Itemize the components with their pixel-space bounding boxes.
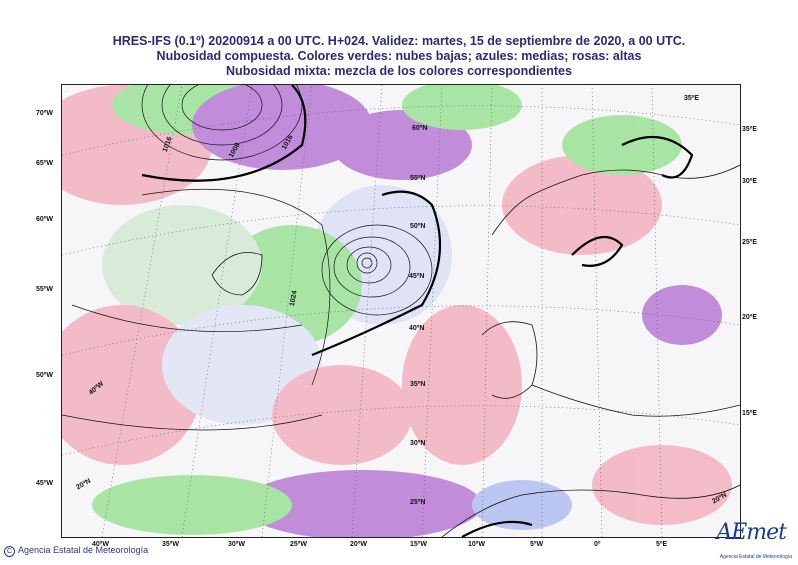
right-label: 35ºE [742, 126, 758, 133]
right-label: 25ºE [742, 239, 758, 246]
inner-lat-label: 40ºN [409, 325, 425, 332]
inner-misc-label: 35ºE [684, 95, 700, 102]
inner-lat-label: 45ºN [409, 273, 425, 280]
copyright-icon: C [4, 546, 15, 557]
inner-lat-label: 25ºN [410, 499, 426, 506]
map-canvas [62, 85, 740, 537]
bottom-label: 20ºW [350, 541, 367, 548]
inner-lat-label: 30ºN [410, 440, 426, 447]
footer-credit: C Agencia Estatal de Meteorología [4, 545, 148, 557]
bottom-label: 5ºE [656, 541, 668, 548]
bottom-label: 35ºW [162, 541, 179, 548]
inner-lat-label: 50ºN [410, 223, 426, 230]
inner-lat-label: 35ºN [410, 381, 426, 388]
logo-subtext: Agencia Estatal de Meteorología [719, 554, 792, 560]
left-label: 60ºW [36, 216, 53, 223]
bottom-label: 0º [594, 541, 601, 548]
bottom-label: 5ºW [530, 541, 544, 548]
map-title: HRES-IFS (0.1º) 20200914 a 00 UTC. H+024… [0, 34, 798, 79]
left-label: 45ºW [36, 480, 53, 487]
left-label: 50ºW [36, 372, 53, 379]
left-label: 70ºW [36, 110, 53, 117]
left-label: 55ºW [36, 286, 53, 293]
right-label: 20ºE [742, 314, 758, 321]
cloud-cover-map: 60ºN 55ºN 50ºN 45ºN 40ºN 35ºN 30ºN 25ºN … [61, 84, 741, 538]
inner-lat-label: 60ºN [412, 125, 428, 132]
title-line-2: Nubosidad compuesta. Colores verdes: nub… [156, 49, 642, 63]
inner-lat-label: 55ºN [410, 175, 426, 182]
bottom-label: 40ºW [92, 541, 109, 548]
left-label: 65ºW [36, 160, 53, 167]
logo-text: AEmet [716, 520, 787, 545]
title-line-3: Nubosidad mixta: mezcla de los colores c… [226, 64, 572, 78]
bottom-label: 15ºW [410, 541, 427, 548]
title-line-1: HRES-IFS (0.1º) 20200914 a 00 UTC. H+024… [112, 34, 686, 48]
bottom-label: 25ºW [290, 541, 307, 548]
bottom-label: 10ºW [468, 541, 485, 548]
bottom-label: 30ºW [228, 541, 245, 548]
footer-org: Agencia Estatal de Meteorología [18, 545, 149, 555]
right-label: 30ºE [742, 178, 758, 185]
right-label: 15ºE [742, 410, 758, 417]
